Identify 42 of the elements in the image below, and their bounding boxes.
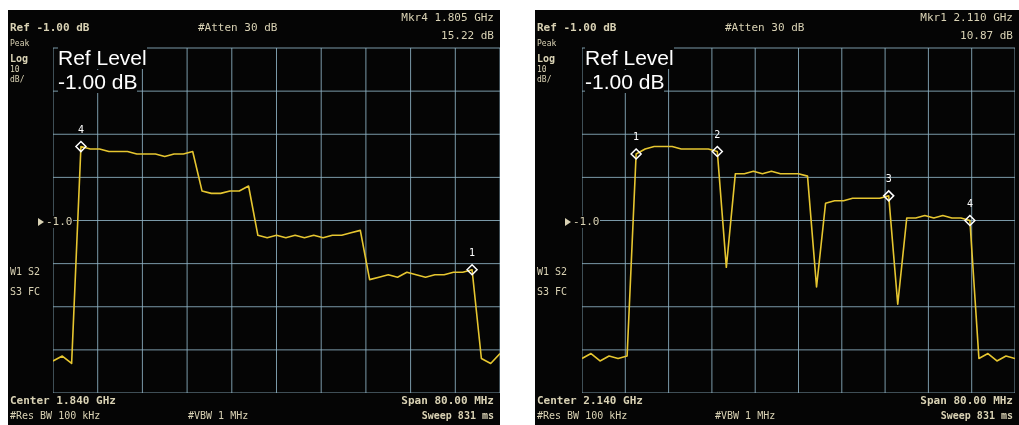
text: #Res BW 100 kHz — [537, 410, 628, 421]
text: Center 2.140 GHz — [537, 394, 643, 408]
text: Peak — [10, 39, 30, 49]
text: S3 FC — [537, 286, 568, 297]
text: W1 S2 — [537, 266, 568, 277]
text: Log — [10, 53, 29, 64]
text: 10 — [10, 65, 20, 75]
annotation: 4 — [966, 197, 973, 209]
text: Ref Level — [58, 46, 147, 70]
annotation: 2 — [714, 128, 721, 140]
annotation: 4 — [77, 123, 84, 135]
text: 10 — [537, 65, 547, 75]
text: #Atten 30 dB — [198, 21, 278, 35]
text: Sweep 831 ms — [940, 410, 1013, 421]
annotation: 3 — [885, 172, 892, 184]
text: Log — [537, 53, 556, 64]
annotation: -1.0 — [573, 215, 600, 229]
text: S3 FC — [10, 286, 41, 297]
text: Sweep 831 ms — [421, 410, 494, 421]
text: 15.22 dB — [441, 29, 494, 43]
text: W1 S2 — [10, 266, 41, 277]
text: Ref -1.00 dB — [537, 21, 617, 35]
text: -1.00 dB — [585, 70, 665, 94]
text: #VBW 1 MHz — [715, 410, 776, 421]
text: Ref -1.00 dB — [10, 21, 90, 35]
text: Peak — [537, 39, 557, 49]
annotation: 1 — [633, 130, 640, 142]
text: Span 80.00 MHz — [920, 394, 1013, 408]
text: 10.87 dB — [960, 29, 1013, 43]
text: dB/ — [10, 75, 25, 85]
text: #VBW 1 MHz — [188, 410, 249, 421]
text: Center 1.840 GHz — [10, 394, 116, 408]
text: -1.00 dB — [58, 70, 138, 94]
text: dB/ — [537, 75, 552, 85]
text: Ref Level — [585, 46, 674, 70]
text: Mkr1 2.110 GHz — [920, 11, 1013, 25]
annotation: -1.0 — [46, 215, 73, 229]
text: #Atten 30 dB — [725, 21, 805, 35]
annotation: 1 — [469, 246, 476, 258]
text: #Res BW 100 kHz — [10, 410, 101, 421]
text: Span 80.00 MHz — [401, 394, 494, 408]
text: Mkr4 1.805 GHz — [401, 11, 494, 25]
